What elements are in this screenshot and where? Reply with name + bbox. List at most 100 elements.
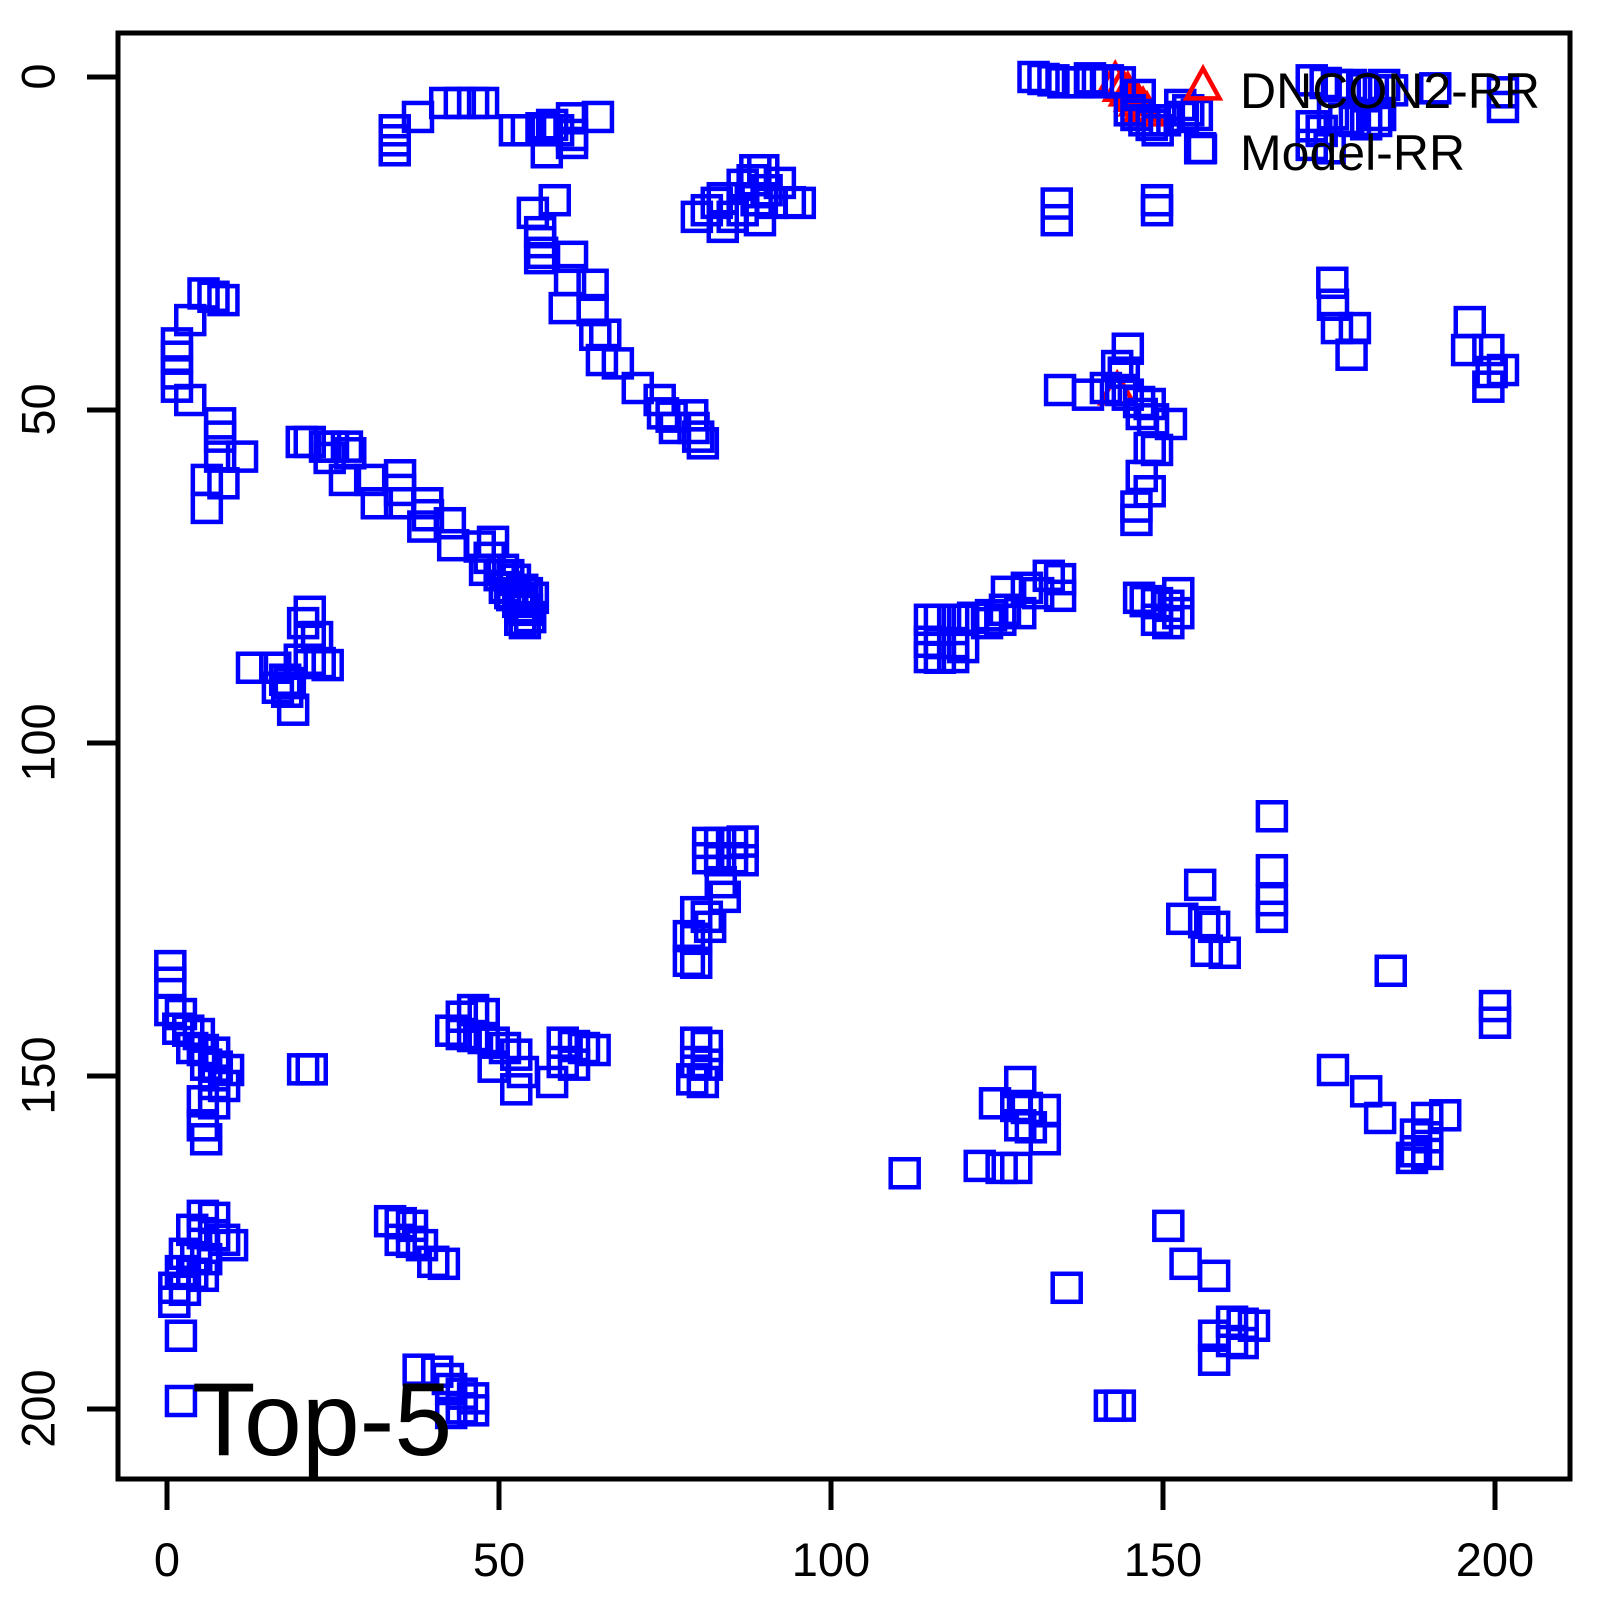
model-rr-point [535, 1065, 569, 1099]
model-rr-point [164, 1319, 198, 1352]
model-rr-point [434, 1014, 468, 1047]
model-rr-point [500, 1073, 533, 1106]
model-rr-point [154, 949, 187, 983]
model-rr-point [1472, 370, 1505, 403]
model-rr-point [197, 280, 230, 314]
model-rr-point [189, 1123, 223, 1156]
model-rr-point [164, 1254, 198, 1288]
model-rr-point [173, 383, 207, 417]
model-rr-point [1010, 1091, 1044, 1125]
model-rr-point [286, 606, 320, 640]
model-rr-point [690, 900, 724, 934]
model-rr-point [679, 1026, 713, 1059]
x-axis-tick-label: 0 [153, 1533, 181, 1586]
y-axis-tick-label: 0 [11, 63, 65, 90]
model-rr-point [557, 1048, 591, 1081]
model-rr-point [1255, 883, 1289, 917]
model-rr-point [466, 86, 500, 120]
model-rr-point [1349, 1075, 1383, 1108]
model-rr-point [1071, 378, 1105, 411]
model-rr-point [1043, 373, 1077, 407]
model-rr-point [1418, 72, 1452, 105]
model-rr-point [581, 100, 615, 134]
model-rr-point [1374, 954, 1408, 988]
model-rr-point [207, 1223, 241, 1257]
model-rr-point [546, 1026, 579, 1059]
model-rr-point [555, 240, 589, 274]
model-rr-point [1152, 1209, 1185, 1243]
legend-square-icon [1186, 133, 1218, 165]
model-rr-point [1313, 132, 1346, 165]
model-rr-point [1255, 853, 1289, 887]
model-rr-point [330, 430, 364, 463]
model-rr-point [434, 1372, 468, 1406]
x-axis-tick-label: 50 [472, 1533, 526, 1586]
model-rr-point [1335, 338, 1368, 371]
model-rr-point [197, 1218, 231, 1252]
model-rr-point [207, 467, 240, 500]
model-rr-point [508, 606, 542, 640]
model-rr-point [1166, 100, 1200, 134]
model-rr-point [1050, 1271, 1083, 1305]
model-rr-point [164, 1384, 198, 1418]
model-rr-point [433, 506, 467, 540]
model-rr-point [158, 1285, 191, 1319]
model-rr-point [1338, 104, 1372, 138]
model-rr-point [1000, 1151, 1033, 1185]
model-rr-point [1453, 305, 1487, 339]
model-rr-point [235, 651, 269, 684]
model-rr-point [978, 1087, 1012, 1120]
model-rr-point [1486, 90, 1520, 124]
subset-label: Top-5 [192, 1362, 453, 1478]
model-rr-point [1166, 902, 1199, 936]
model-rr-point [411, 498, 445, 532]
model-rr-point [888, 1156, 921, 1190]
model-rr-point [1197, 1343, 1231, 1376]
model-rr-point [1040, 187, 1074, 220]
model-rr-point [207, 283, 240, 317]
model-rr-point [747, 153, 780, 187]
model-rr-point [1032, 559, 1066, 593]
model-rr-point [1411, 1101, 1444, 1135]
model-rr-point [1040, 203, 1074, 237]
model-rr-point [1255, 900, 1289, 934]
model-rr-point [503, 603, 537, 637]
legend-label-model-rr: Model-RR [1240, 125, 1466, 181]
model-rr-point [675, 1063, 709, 1096]
model-rr-point [1478, 989, 1512, 1023]
model-rr-point [200, 1050, 234, 1083]
model-rr-point [154, 993, 187, 1027]
model-rr-point [378, 134, 412, 167]
model-rr-point [276, 693, 310, 726]
model-rr-point [1428, 1099, 1462, 1132]
model-rr-point [225, 440, 259, 473]
model-rr-point [1140, 193, 1174, 227]
model-rr-point [286, 1053, 320, 1086]
model-rr-point [1190, 934, 1224, 968]
x-axis-tick-label: 100 [791, 1533, 871, 1586]
model-rr-point [1043, 562, 1077, 596]
model-rr-point [679, 1045, 713, 1079]
model-rr-point [1359, 104, 1393, 138]
model-rr-point [783, 186, 817, 220]
model-rr-point [1478, 1006, 1512, 1039]
model-rr-point [1399, 1135, 1433, 1168]
model-rr-point [1111, 332, 1145, 365]
model-rr-point [1140, 586, 1174, 620]
model-rr-point [197, 1087, 231, 1120]
model-rr-point [295, 1053, 329, 1086]
model-rr-point [963, 1149, 996, 1183]
model-rr-point [488, 1031, 522, 1065]
model-rr-point [168, 1237, 202, 1271]
model-rr-point [726, 843, 759, 877]
model-rr-point [601, 347, 635, 380]
model-rr-point [1334, 68, 1368, 102]
model-rr-point [1003, 596, 1037, 630]
model-rr-point [686, 427, 720, 460]
model-rr-point [576, 268, 609, 302]
model-rr-point [1120, 503, 1153, 537]
model-rr-point [679, 922, 713, 956]
model-rr-point [1028, 1123, 1062, 1156]
model-rr-point [456, 1394, 490, 1427]
model-rr-point [1208, 936, 1242, 970]
